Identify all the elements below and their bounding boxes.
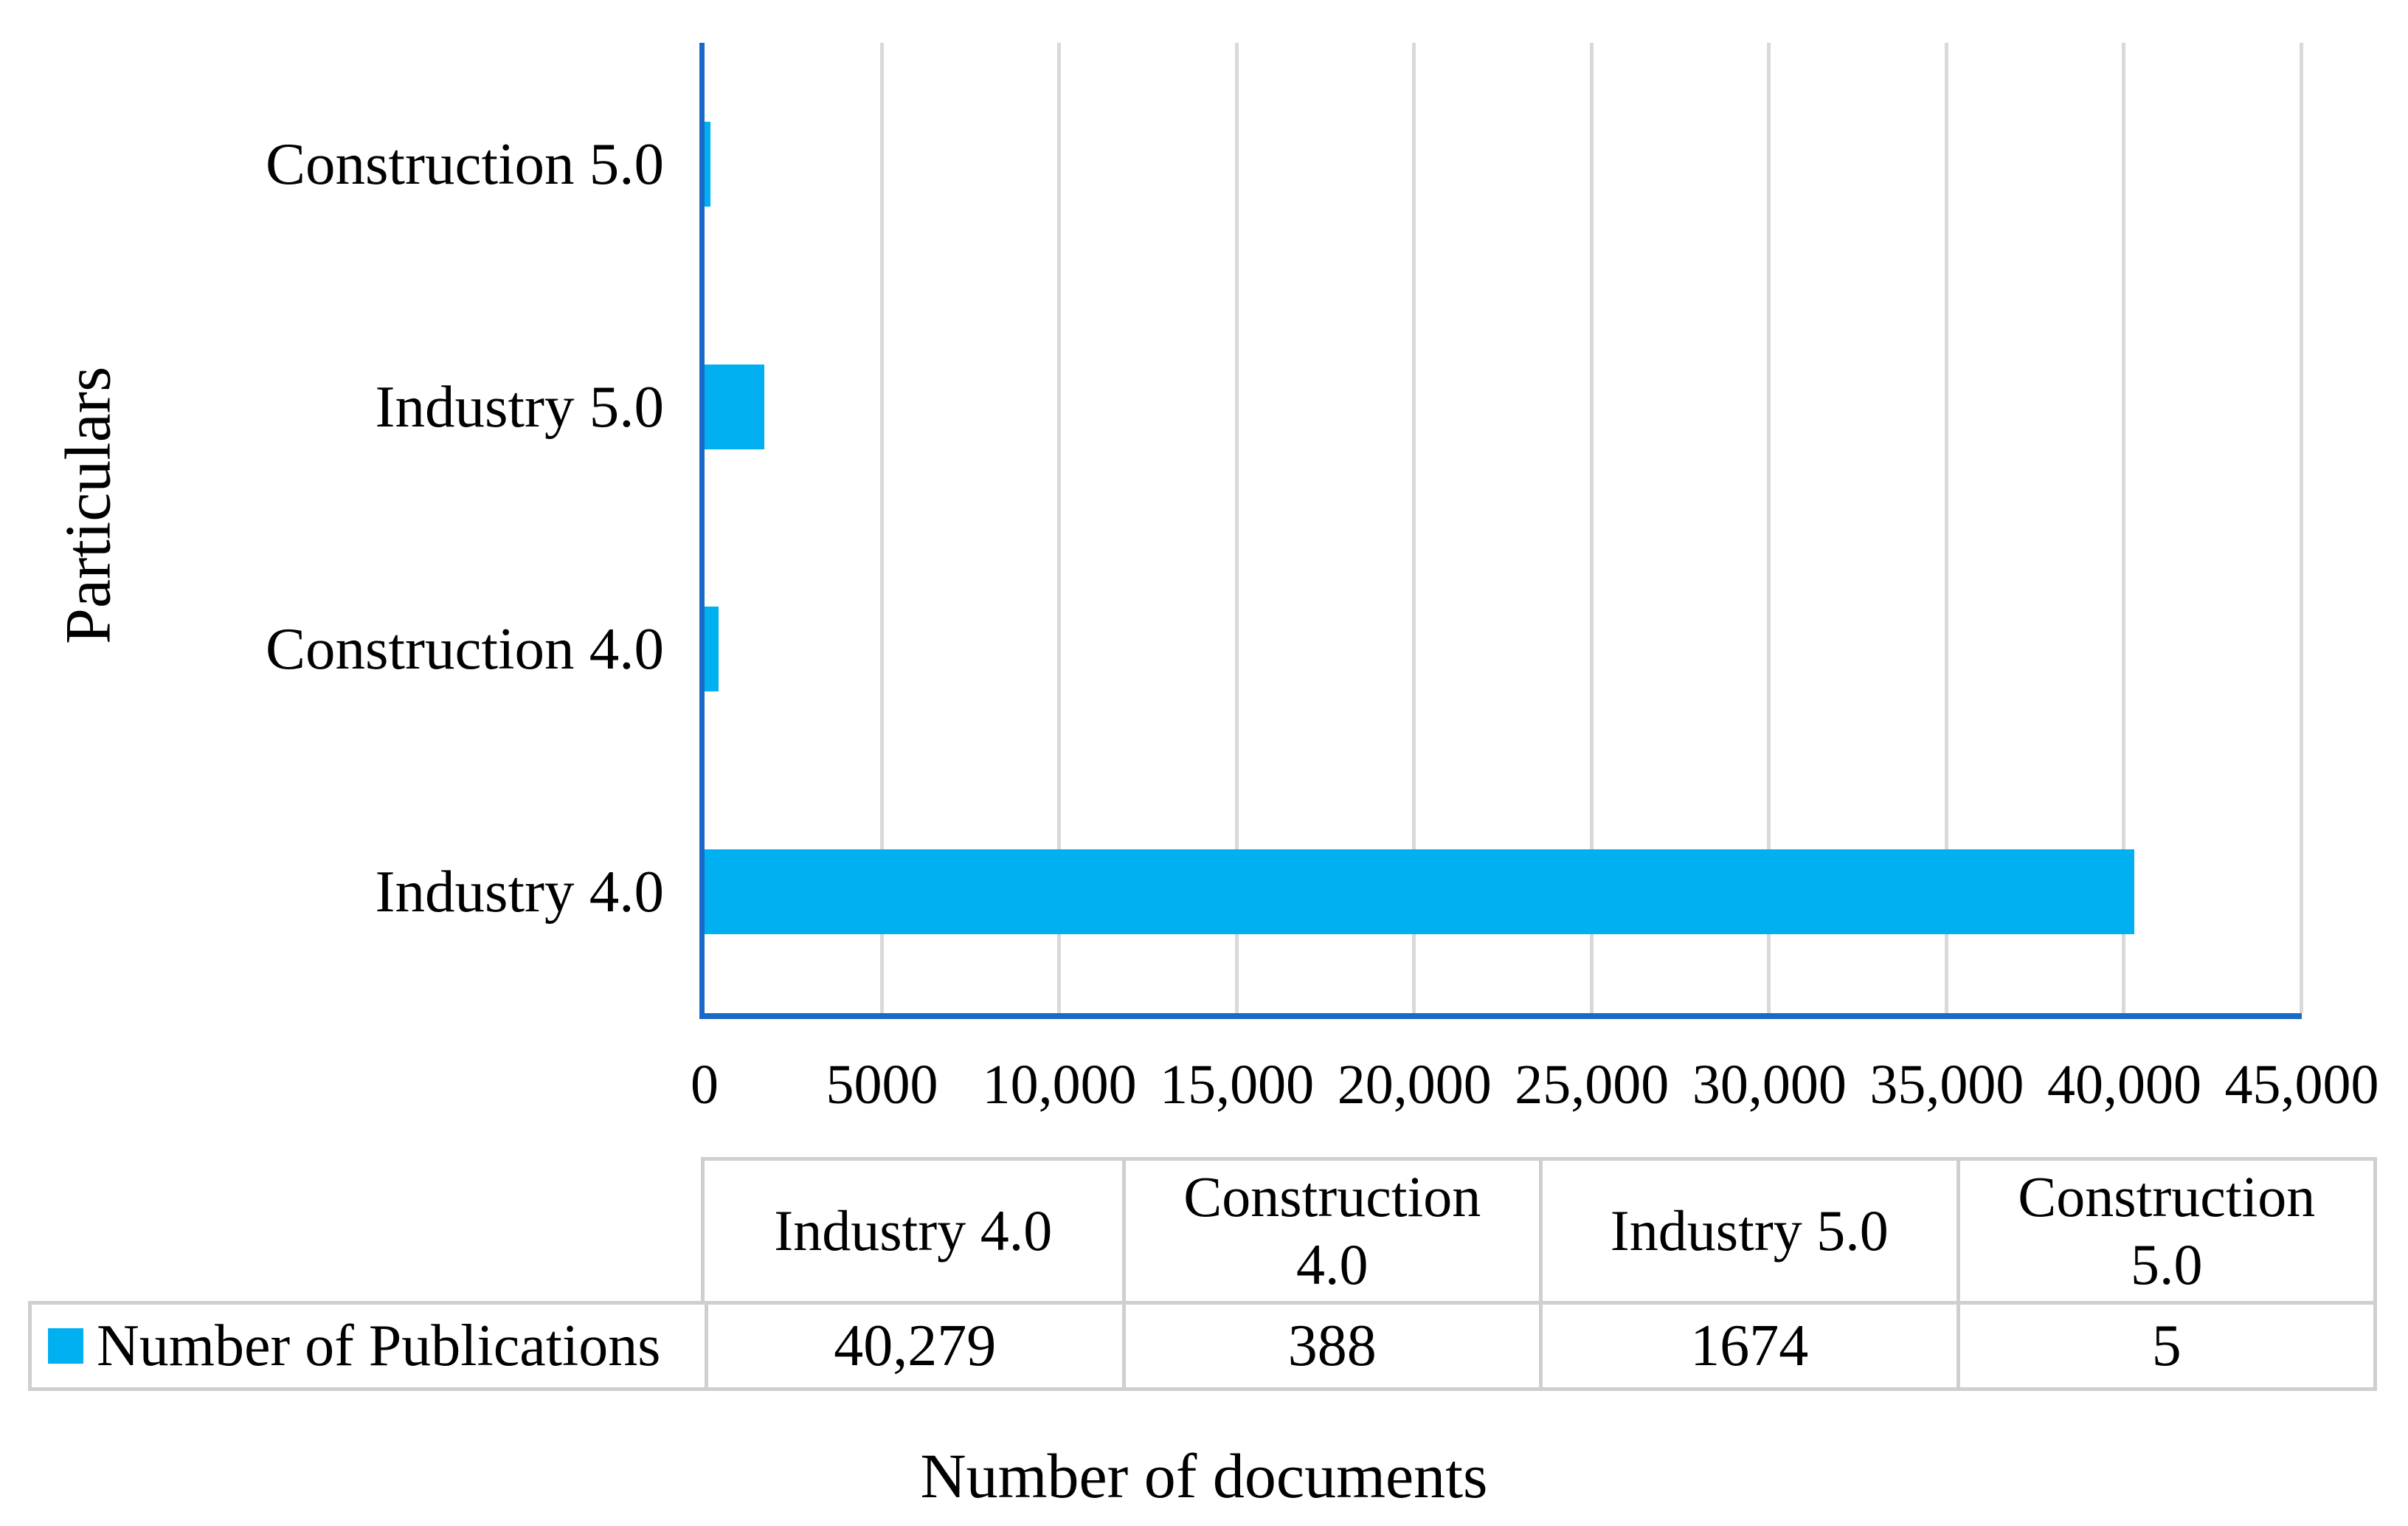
table-header-cell: Industry 5.0 [1539,1161,1957,1301]
gridline [1057,43,1062,1013]
category-label-construction-5-0: Construction 5.0 [266,130,664,197]
table-value-cell: 40,279 [705,1305,1122,1387]
x-tick-label: 20,000 [1337,1054,1492,1116]
x-tick-label: 30,000 [1692,1054,1847,1116]
x-tick-label: 10,000 [982,1054,1137,1116]
x-tick-label: 40,000 [2047,1054,2201,1116]
x-tick-label: 15,000 [1160,1054,1315,1116]
bar-industry-5-0 [705,364,764,449]
x-tick-label: 5000 [826,1054,938,1116]
table-value-cell: 5 [1956,1305,2374,1387]
gridline [1234,43,1239,1013]
gridline [1589,43,1594,1013]
table-header-cell: Construction 5.0 [1956,1161,2374,1301]
x-tick-label: 0 [691,1054,719,1116]
gridline [1944,43,1948,1013]
category-label-construction-4-0: Construction 4.0 [266,615,664,683]
gridline [1767,43,1771,1013]
table-header-cell: Industry 4.0 [774,1198,1053,1263]
table-value-cell: 1674 [1539,1305,1957,1387]
category-label-industry-4-0: Industry 4.0 [375,858,664,925]
table-value-cell: 388 [1121,1305,1540,1387]
data-table-header-row: Industry 4.0 Construction 4.0 Industry 5… [701,1157,2377,1301]
data-table-value-row: Number of Publications 40,279 388 1674 5 [28,1301,2377,1391]
x-axis-title: Number of documents [920,1440,1488,1511]
category-label-industry-5-0: Industry 5.0 [375,373,664,440]
bar-construction-5-0 [705,121,710,207]
legend-series-label: Number of Publications [97,1313,661,1378]
x-tick-label: 35,000 [1869,1054,2024,1116]
x-tick-label: 45,000 [2224,1054,2379,1116]
bar-industry-4-0 [705,849,2134,935]
legend-cell: Number of Publications [32,1305,705,1387]
gridline [879,43,884,1013]
x-tick-label: 25,000 [1515,1054,1670,1116]
bar-construction-4-0 [705,607,719,692]
table-header-cell: Construction 4.0 [1121,1161,1540,1301]
plot-area [699,43,2303,1019]
gridline [2300,43,2303,1013]
gridline [1412,43,1416,1013]
gridline [2122,43,2126,1013]
legend-color-swatch-icon [48,1328,83,1364]
